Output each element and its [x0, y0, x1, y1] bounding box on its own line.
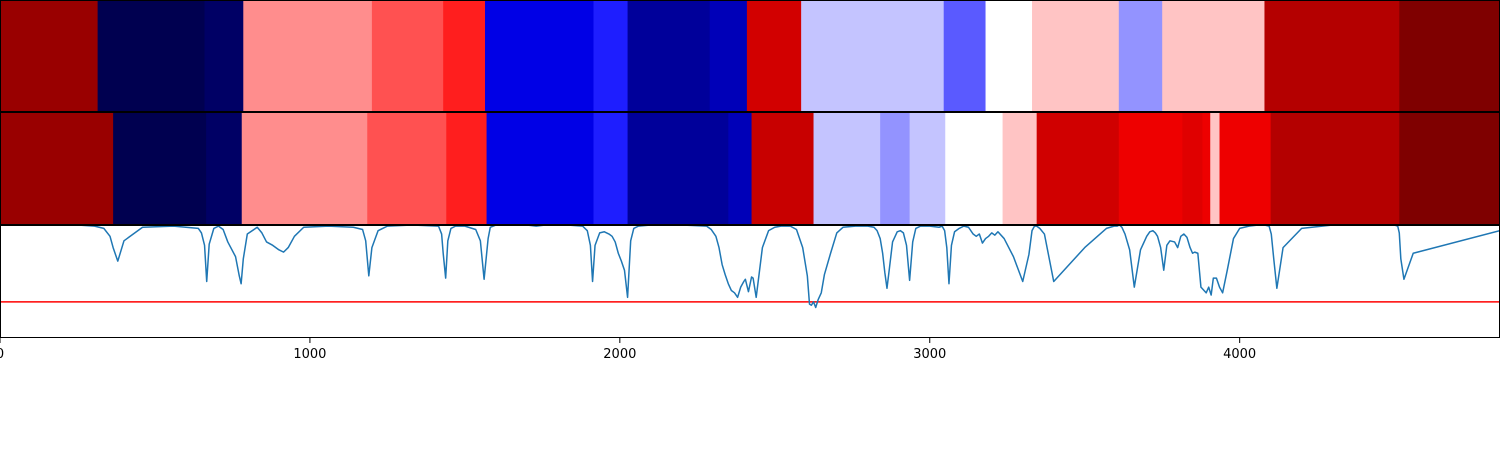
heatmap-cell [1182, 112, 1204, 225]
heatmap-cell [371, 0, 444, 113]
heatmap-cell [1118, 112, 1183, 225]
heatmap-cell [0, 0, 99, 113]
heatmap-strips [0, 0, 1500, 225]
heatmap-strip-1 [0, 0, 1500, 113]
heatmap-cell [593, 112, 629, 225]
heatmap-cell [985, 0, 1033, 113]
heatmap-cell [813, 112, 881, 225]
heatmap-strip-2 [0, 112, 1500, 225]
heatmap-cell [1036, 112, 1120, 225]
x-tick-label: 3000 [913, 347, 946, 362]
heatmap-cell [943, 0, 987, 113]
heatmap-cell [97, 0, 206, 113]
heatmap-cell [243, 0, 373, 113]
heatmap-cell [801, 0, 945, 113]
heatmap-cell [241, 112, 368, 225]
heatmap-cell [485, 0, 595, 113]
heatmap-cell [751, 112, 815, 225]
x-tick-label: 0 [0, 347, 4, 362]
heatmap-cell [1202, 112, 1211, 225]
line-panel [0, 224, 1500, 338]
series-line [0, 224, 1500, 309]
heatmap-cell [204, 0, 244, 113]
heatmap-cell [746, 0, 802, 113]
heatmap-cell [1399, 0, 1500, 113]
heatmap-cell [206, 112, 243, 225]
x-axis: 0 1000 2000 3000 4000 [0, 338, 1256, 362]
heatmap-cell [1032, 0, 1120, 113]
heatmap-cell [443, 0, 486, 113]
heatmap-cell [1162, 0, 1266, 113]
heatmap-cell [627, 0, 711, 113]
x-tick-label: 4000 [1223, 347, 1256, 362]
heatmap-cell [627, 112, 729, 225]
heatmap-cell [709, 0, 748, 113]
heatmap-cell [880, 112, 911, 225]
heatmap-cell [0, 112, 114, 225]
heatmap-cell [367, 112, 447, 225]
heatmap-cell [1264, 0, 1400, 113]
heatmap-cell [909, 112, 946, 225]
x-tick-label: 2000 [603, 347, 636, 362]
heatmap-cell [1002, 112, 1038, 225]
heatmap-cell [113, 112, 207, 225]
heatmap-cell [1399, 112, 1500, 225]
heatmap-cell [446, 112, 488, 225]
heatmap-cell [1270, 112, 1400, 225]
heatmap-cell [1118, 0, 1163, 113]
heatmap-cell [593, 0, 629, 113]
heatmap-cell [1219, 112, 1272, 225]
heatmap-cell [1210, 112, 1221, 225]
x-tick-label: 1000 [293, 347, 326, 362]
heatmap-cell [945, 112, 1004, 225]
heatmap-cell [728, 112, 753, 225]
heatmap-cell [486, 112, 595, 225]
